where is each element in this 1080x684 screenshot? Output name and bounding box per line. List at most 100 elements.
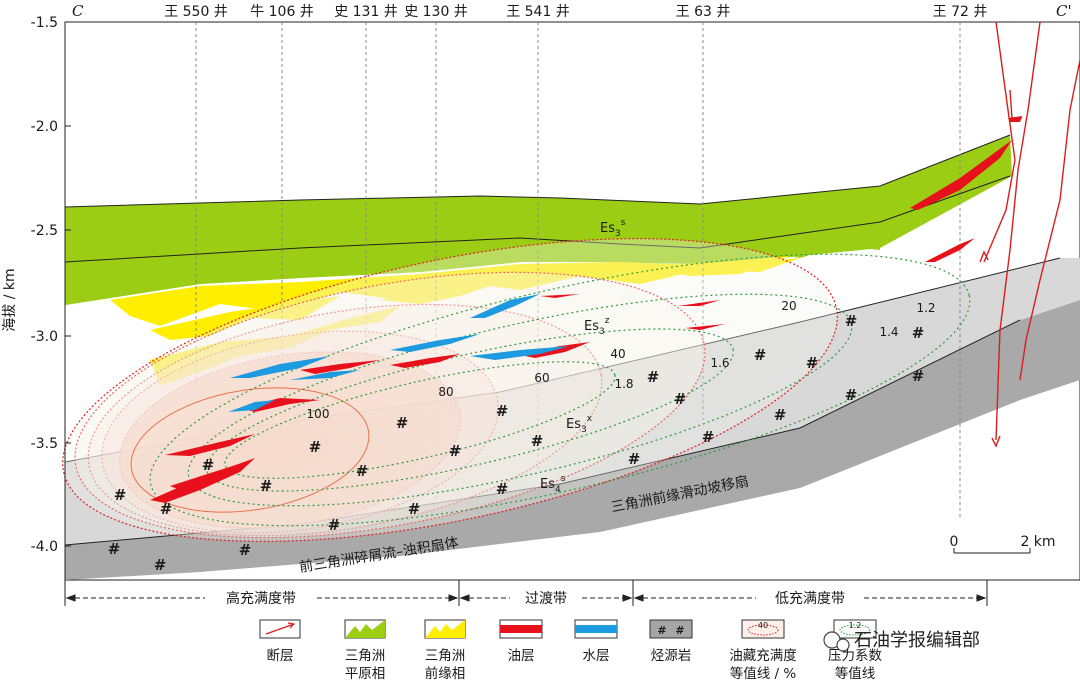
svg-text:#: # xyxy=(260,477,273,495)
faults xyxy=(979,21,1080,448)
legend-label: 水层 xyxy=(583,648,610,664)
fill-contour-label: 20 xyxy=(781,299,796,313)
well-label: 王 63 井 xyxy=(676,4,731,20)
fill-contour-icon: 40 xyxy=(741,619,785,639)
oil-layer-icon xyxy=(499,619,543,639)
legend-label: 油藏充满度 xyxy=(729,648,797,664)
pressure-contour-icon: 1.2 xyxy=(833,619,877,639)
well-label: 史 131 井 xyxy=(334,4,398,20)
svg-text:#: # xyxy=(912,367,925,385)
y-tick-label: -4.0 xyxy=(31,539,58,555)
legend-label: 断层 xyxy=(267,648,294,664)
svg-text:40: 40 xyxy=(758,621,768,630)
fill-contour-label: 80 xyxy=(438,385,453,399)
svg-text:#: # xyxy=(328,516,341,534)
pressure-contours xyxy=(149,253,971,527)
y-tick-label: -1.5 xyxy=(31,15,58,31)
source-rock-icon: # # xyxy=(649,619,693,639)
scale-bar: 0 2 km xyxy=(950,534,1056,554)
fill-contour-label: 100 xyxy=(307,407,330,421)
zone-label-low: 低充满度带 xyxy=(775,591,845,607)
zone-label-high: 高充满度带 xyxy=(226,590,296,607)
svg-text:#: # xyxy=(309,438,322,456)
zone-label-transition: 过渡带 xyxy=(525,591,567,607)
unit-es3s: Es3s xyxy=(600,218,626,239)
unit-es3z: Es3z xyxy=(584,316,610,337)
well-label: 王 550 井 xyxy=(164,4,228,20)
y-tick-label: -2.0 xyxy=(31,119,58,135)
es3s-top-line xyxy=(64,134,1011,208)
legend-label: 等值线 xyxy=(835,665,876,682)
scale-bar-start: 0 xyxy=(950,534,959,550)
svg-text:#: # xyxy=(845,386,858,404)
pressure-contour-label: 1.4 xyxy=(879,325,898,339)
svg-text:#: # xyxy=(496,480,509,498)
well-labels: 王 550 井 牛 106 井 史 131 井 史 130 井 王 541 井 … xyxy=(164,4,987,20)
legend-label: 平原相 xyxy=(345,666,386,682)
well-label: 王 541 井 xyxy=(506,4,570,20)
water-layer-icon xyxy=(574,619,618,639)
svg-text:#: # xyxy=(628,450,641,468)
well-label: 史 130 井 xyxy=(404,4,468,20)
svg-text:#: # xyxy=(675,624,684,637)
water-layers xyxy=(228,294,570,412)
svg-text:#: # xyxy=(845,312,858,330)
pressure-contour-label: 1.8 xyxy=(614,377,633,391)
pressure-contour-label: 1.2 xyxy=(916,301,935,315)
unit-es3x: Es3x xyxy=(566,414,593,435)
svg-text:#: # xyxy=(806,354,819,372)
svg-text:#: # xyxy=(531,432,544,450)
y-axis-label: 海拔 / km xyxy=(2,268,18,331)
svg-text:#: # xyxy=(912,324,925,342)
scale-bar-end: 2 km xyxy=(1020,534,1055,550)
fault-icon xyxy=(259,619,301,639)
legend-label: 等值线 / % xyxy=(730,665,797,682)
pressure-contour-label: 1.6 xyxy=(710,356,729,370)
legend-label: 前缘相 xyxy=(425,665,466,682)
svg-text:#: # xyxy=(108,540,121,558)
delta-front-wedges xyxy=(110,256,800,386)
svg-text:#: # xyxy=(356,462,369,480)
svg-text:1.2: 1.2 xyxy=(849,621,862,630)
legend-label: 压力系数 xyxy=(828,648,882,664)
svg-text:#: # xyxy=(774,406,787,424)
es3s-base-line xyxy=(64,175,1011,263)
unit-es4s: Es4s xyxy=(540,474,566,495)
delta-plain-icon xyxy=(344,619,386,639)
svg-text:#: # xyxy=(674,390,687,408)
well-label: 王 72 井 xyxy=(933,4,988,20)
svg-text:#: # xyxy=(702,428,715,446)
delta-front-icon xyxy=(424,619,466,639)
legend: # # 40 1.2 断层 三角洲 平原相 三角洲 前缘相 油层 水层 烃源岩 … xyxy=(259,619,882,682)
svg-text:#: # xyxy=(647,368,660,386)
legend-label: 油层 xyxy=(508,648,535,664)
fill-contour-label: 40 xyxy=(610,347,625,361)
svg-text:#: # xyxy=(449,442,462,460)
delta-plain-serrations xyxy=(65,246,880,305)
y-axis: -1.5 -2.0 -2.5 -3.0 -3.5 -4.0 海拔 / km xyxy=(2,15,71,580)
fill-contour-label: 60 xyxy=(534,371,549,385)
svg-text:#: # xyxy=(754,346,767,364)
watermark-text: 石油学报编辑部 xyxy=(854,630,980,651)
svg-text:#: # xyxy=(114,486,127,504)
svg-text:#: # xyxy=(496,402,509,420)
zone-bar xyxy=(64,580,988,606)
watermark: 石油学报编辑部 xyxy=(823,630,980,652)
y-tick-label: -3.0 xyxy=(31,329,58,345)
source-rock-symbols: # # # # # # # # # # # # # # # # # # # # # # # # # # # xyxy=(108,312,925,574)
svg-text:#: # xyxy=(396,414,409,432)
oil-layers xyxy=(150,116,1022,503)
svg-text:#: # xyxy=(657,624,666,637)
legend-label: 烃源岩 xyxy=(651,648,692,664)
svg-text:#: # xyxy=(202,456,215,474)
section-start-label: C xyxy=(72,2,84,20)
section-end-label: C' xyxy=(1056,2,1072,20)
well-label: 牛 106 井 xyxy=(250,4,314,20)
legend-label: 三角洲 xyxy=(425,648,466,664)
legend-label: 三角洲 xyxy=(345,648,386,664)
y-tick-label: -3.5 xyxy=(31,436,58,452)
y-tick-label: -2.5 xyxy=(31,223,58,239)
svg-text:#: # xyxy=(408,500,421,518)
svg-text:#: # xyxy=(160,500,173,518)
